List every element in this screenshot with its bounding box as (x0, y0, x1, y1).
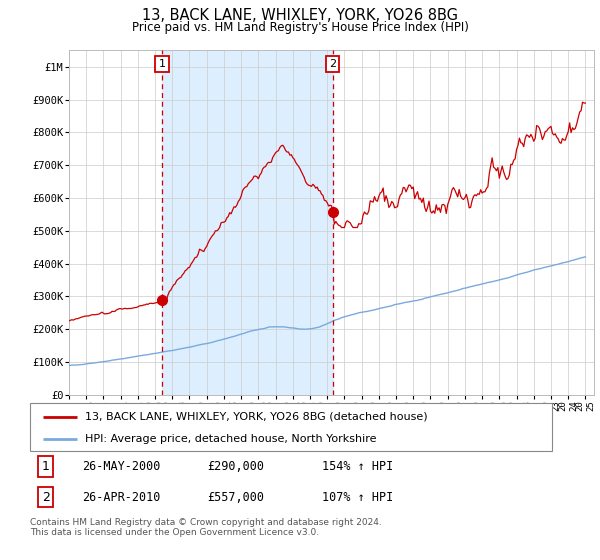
Text: 2: 2 (329, 59, 336, 69)
Text: 154% ↑ HPI: 154% ↑ HPI (322, 460, 394, 473)
Text: 2: 2 (42, 491, 50, 503)
Text: Price paid vs. HM Land Registry's House Price Index (HPI): Price paid vs. HM Land Registry's House … (131, 21, 469, 34)
Text: HPI: Average price, detached house, North Yorkshire: HPI: Average price, detached house, Nort… (85, 434, 376, 444)
Text: 107% ↑ HPI: 107% ↑ HPI (322, 491, 394, 503)
Text: £557,000: £557,000 (208, 491, 265, 503)
Text: 1: 1 (42, 460, 50, 473)
Text: 26-MAY-2000: 26-MAY-2000 (82, 460, 161, 473)
Text: £290,000: £290,000 (208, 460, 265, 473)
Text: 1: 1 (158, 59, 166, 69)
Text: 13, BACK LANE, WHIXLEY, YORK, YO26 8BG: 13, BACK LANE, WHIXLEY, YORK, YO26 8BG (142, 8, 458, 24)
Bar (162, 50, 333, 395)
Text: 26-APR-2010: 26-APR-2010 (82, 491, 161, 503)
Text: 13, BACK LANE, WHIXLEY, YORK, YO26 8BG (detached house): 13, BACK LANE, WHIXLEY, YORK, YO26 8BG (… (85, 412, 427, 422)
FancyBboxPatch shape (30, 403, 552, 451)
Text: Contains HM Land Registry data © Crown copyright and database right 2024.
This d: Contains HM Land Registry data © Crown c… (30, 518, 382, 538)
